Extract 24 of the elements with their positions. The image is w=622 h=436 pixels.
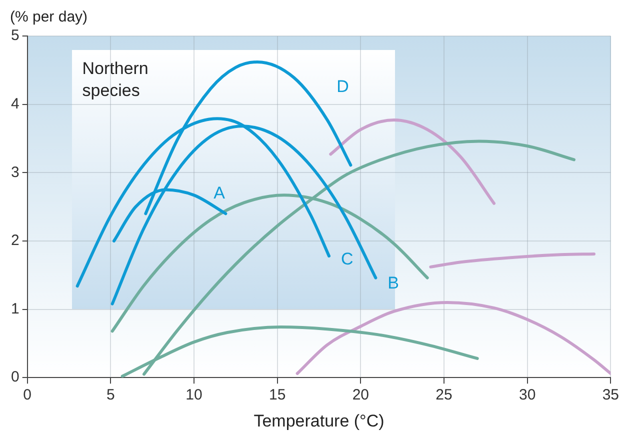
x-tick-label: 35 <box>602 386 619 404</box>
x-tick-label: 30 <box>518 386 536 404</box>
x-tick-label: 5 <box>106 386 115 404</box>
x-tick-label: 0 <box>23 386 32 404</box>
y-axis-title: (% per day) <box>10 8 88 26</box>
y-tick-label: 0 <box>11 368 20 386</box>
y-tick-label: 2 <box>11 232 20 250</box>
line-series <box>329 118 496 205</box>
y-tick-label: 5 <box>11 27 20 44</box>
x-tick-label: 20 <box>352 386 370 404</box>
series-label: B <box>388 274 400 293</box>
annotation: Northern species <box>82 58 150 102</box>
y-tick-label: 4 <box>11 95 20 112</box>
series-label: D <box>336 76 349 96</box>
line-series <box>429 252 596 268</box>
x-tick-label: 10 <box>186 386 202 404</box>
x-axis-title: Temperature (°C) <box>254 411 384 430</box>
x-tick-label: 15 <box>268 386 286 404</box>
y-tick-label: 3 <box>11 164 20 181</box>
line-series <box>296 300 611 375</box>
y-tick-label: 1 <box>11 300 20 318</box>
series-label: A <box>214 183 226 202</box>
series-label: C <box>341 250 354 269</box>
x-tick-label: 25 <box>436 386 452 404</box>
